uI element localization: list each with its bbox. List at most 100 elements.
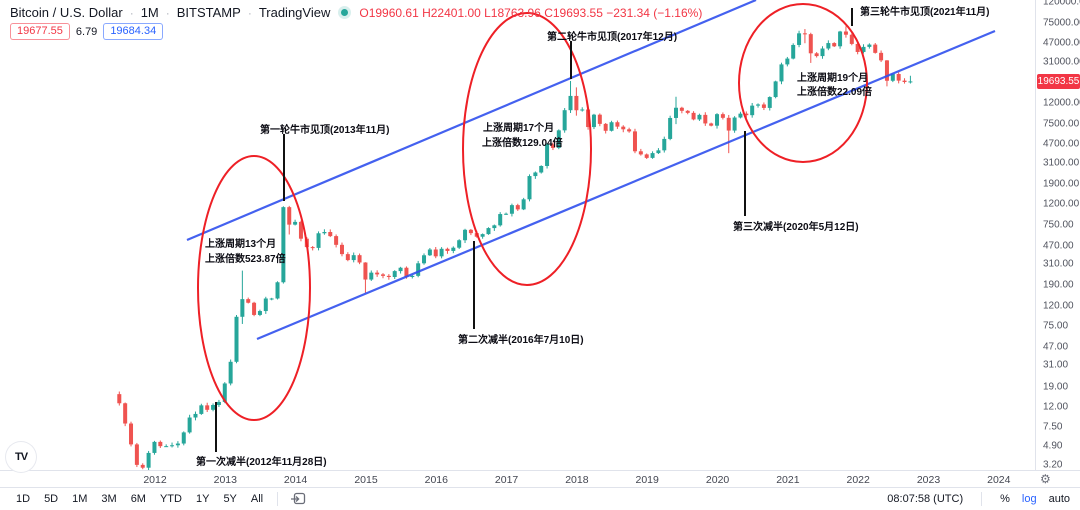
range-button-ytd[interactable]: YTD — [159, 493, 182, 505]
time-axis[interactable]: 2012 2013 2014 2015 2016 2017 2018 2019 2020 2021… — [0, 470, 1080, 488]
header-separator: · — [247, 5, 252, 20]
candle-body — [175, 443, 180, 446]
year-label: 2016 — [424, 474, 448, 486]
annotation-peak1-cycle[interactable]: 上涨周期13个月 — [205, 239, 277, 250]
candle-body — [410, 275, 415, 277]
range-button-1m[interactable]: 1M — [72, 493, 88, 505]
symbol-name[interactable]: Bitcoin / U.S. Dollar — [10, 5, 123, 20]
candle-body — [451, 247, 456, 251]
percent-scale-button[interactable]: % — [1000, 493, 1010, 505]
candle-body — [908, 81, 913, 83]
range-button-5d[interactable]: 5D — [44, 493, 59, 505]
trendline-upper[interactable] — [186, 0, 757, 242]
candle-body — [797, 33, 802, 45]
range-button-all[interactable]: All — [250, 493, 264, 505]
candle-body — [650, 153, 655, 158]
range-button-1d[interactable]: 1D — [16, 493, 31, 505]
candle-body — [550, 144, 555, 148]
go-to-date-icon[interactable] — [290, 492, 306, 506]
candle-body — [867, 44, 872, 47]
candle-body — [234, 316, 239, 362]
candle-body — [386, 275, 391, 277]
candle-body — [375, 272, 380, 275]
candle-body — [486, 228, 491, 235]
candle-body — [457, 240, 462, 248]
highlight-ellipse-2[interactable] — [462, 12, 592, 286]
candle-body — [826, 43, 831, 49]
year-label: 2013 — [213, 474, 237, 486]
header-separator: · — [165, 5, 170, 20]
candle-body — [767, 97, 772, 108]
candle-body — [117, 394, 122, 404]
annotation-halving1[interactable]: 第一次减半(2012年11月28日) — [196, 457, 327, 468]
annotation-halving2[interactable]: 第二次减半(2016年7月10日) — [458, 335, 584, 346]
annotation-peak3-multiple[interactable]: 上涨倍数22.09倍 — [797, 87, 873, 98]
candle-body — [738, 113, 743, 118]
candle-body — [381, 274, 385, 276]
annotation-peak2-cycle[interactable]: 上涨周期17个月 — [483, 123, 555, 134]
market-status-dot-icon — [341, 9, 349, 16]
candle-body — [609, 122, 614, 131]
log-scale-button[interactable]: log — [1021, 493, 1037, 505]
candle-body — [515, 205, 520, 210]
annotation-peak3-cycle[interactable]: 上涨周期19个月 — [797, 73, 869, 84]
price-tick-label: 190.00 — [1043, 279, 1074, 291]
annotation-peak2-multiple[interactable]: 上涨倍数129.04倍 — [482, 138, 563, 149]
candle-body — [832, 43, 837, 47]
annotation-peak1-multiple[interactable]: 上涨倍数523.87倍 — [205, 254, 286, 265]
candle-body — [849, 34, 854, 44]
candle-body — [369, 272, 374, 280]
candle-body — [890, 74, 895, 81]
candle-body — [814, 53, 819, 57]
range-button-3m[interactable]: 3M — [101, 493, 117, 505]
trendline-lower[interactable] — [256, 29, 996, 341]
candle-body — [281, 207, 286, 283]
candle-body — [310, 247, 315, 249]
candle-body — [193, 413, 198, 418]
candle-body — [416, 263, 421, 276]
price-tick-label: 31.00 — [1043, 359, 1069, 371]
chart-canvas[interactable] — [0, 0, 1035, 470]
candle-body — [697, 114, 702, 120]
interval-label[interactable]: 1M — [140, 5, 159, 20]
clock-utc[interactable]: 08:07:58 (UTC) — [887, 493, 964, 505]
auto-scale-button[interactable]: auto — [1048, 493, 1070, 505]
axis-settings-gear-icon[interactable]: ⚙ — [1040, 472, 1051, 486]
annotation-halving3[interactable]: 第三次减半(2020年5月12日) — [733, 222, 859, 233]
price-tick-label: 12.00 — [1043, 401, 1069, 413]
ask-price-badge[interactable]: 19684.34 — [103, 23, 164, 40]
candle-body — [363, 262, 368, 280]
annotation-peak1-title[interactable]: 第一轮牛市见顶(2013年11月) — [260, 125, 390, 136]
candle-body — [351, 255, 356, 261]
candle-body — [568, 95, 573, 111]
price-axis[interactable]: 19693.55 120000.00 75000.00 47000.00 31000.… — [1035, 0, 1080, 470]
tradingview-logo[interactable]: TV — [6, 442, 36, 472]
annotation-peak2-title[interactable]: 第二轮牛市见顶(2017年12月) — [547, 32, 678, 43]
candle-body — [662, 138, 667, 151]
range-button-1y[interactable]: 1Y — [195, 493, 210, 505]
candle-body — [287, 207, 292, 225]
price-tick-label: 7500.00 — [1043, 118, 1080, 130]
candle-body — [322, 232, 327, 234]
candle-body — [146, 452, 151, 468]
candle-body — [392, 271, 397, 277]
ohlc-values: O19960.61 H22401.00 L18763.96 C19693.55 … — [359, 5, 703, 20]
range-button-6m[interactable]: 6M — [130, 493, 146, 505]
price-tick-label: 12000.00 — [1043, 97, 1080, 109]
candle-body — [334, 236, 339, 245]
candle-body — [345, 254, 350, 261]
candle-body — [427, 249, 432, 256]
candle-body — [170, 445, 175, 447]
annotation-peak3-title[interactable]: 第三轮牛市见顶(2021年11月) — [860, 7, 990, 18]
price-tick-label: 4.90 — [1043, 440, 1063, 452]
platform-label[interactable]: TradingView — [258, 5, 331, 20]
highlight-ellipse-1[interactable] — [197, 155, 311, 421]
bid-price-badge[interactable]: 19677.55 — [10, 23, 70, 40]
range-button-5y[interactable]: 5Y — [223, 493, 237, 505]
price-tick-label: 19.00 — [1043, 381, 1069, 393]
price-tick-label: 7.50 — [1043, 421, 1063, 433]
candle-body — [252, 302, 257, 315]
highlight-ellipse-3[interactable] — [738, 3, 868, 163]
price-tick-label: 47.00 — [1043, 341, 1069, 353]
exchange-label[interactable]: BITSTAMP — [176, 5, 241, 20]
